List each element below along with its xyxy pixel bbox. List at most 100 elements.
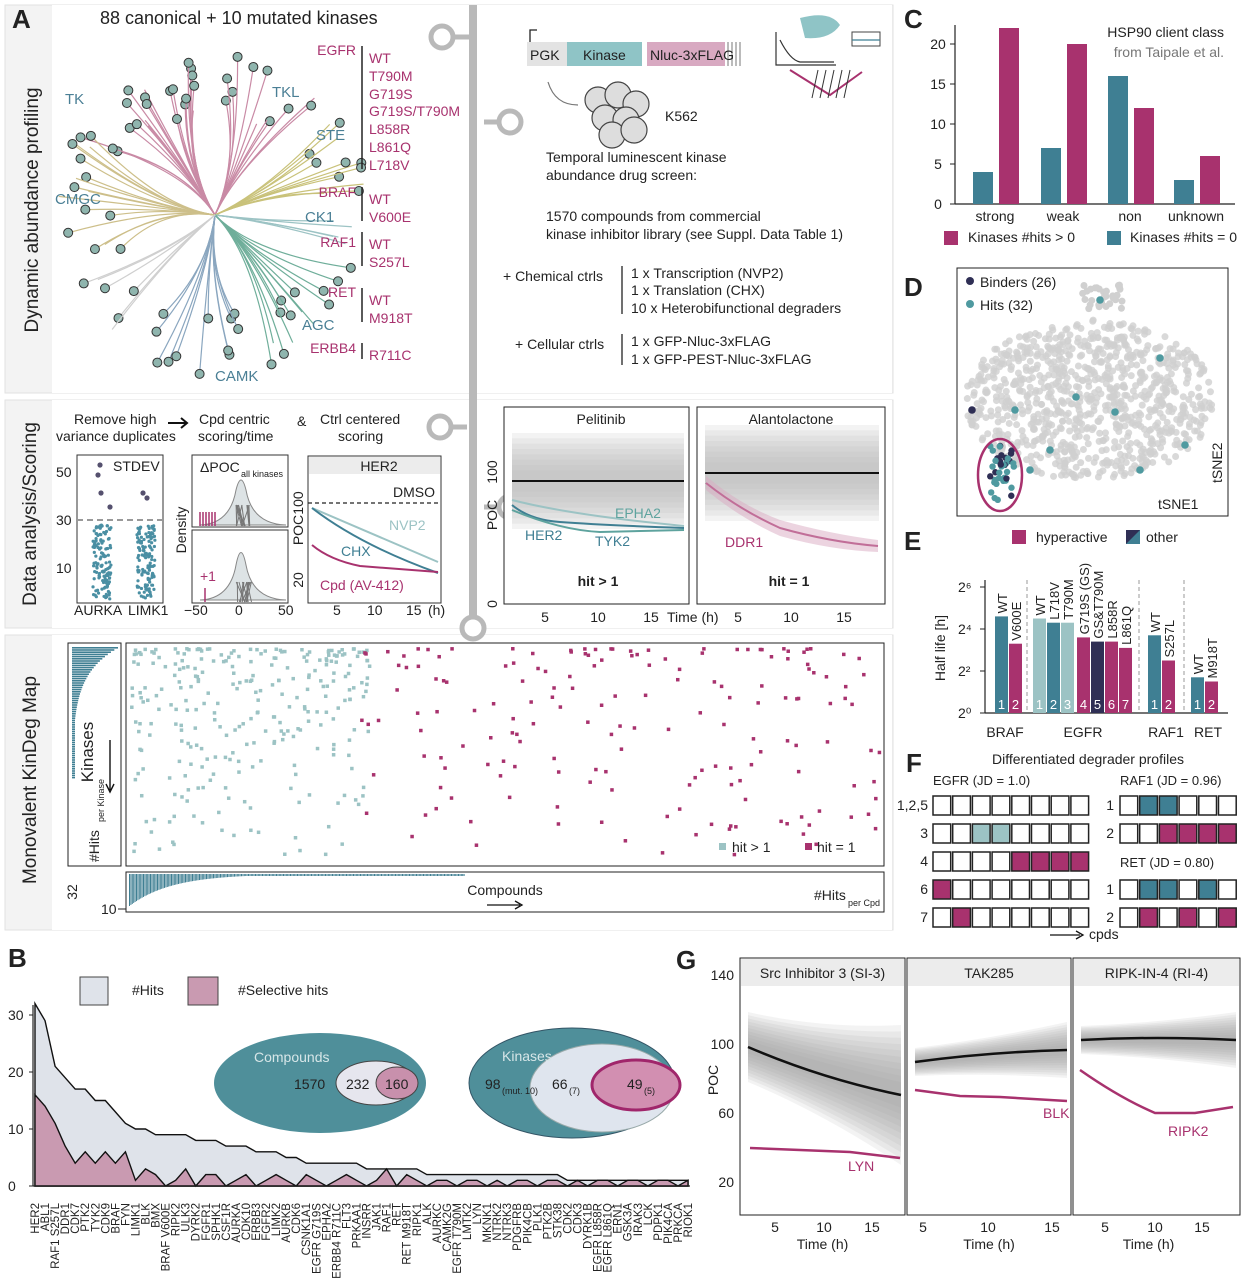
hit-cell-single	[435, 709, 439, 714]
x-tick: 15	[406, 602, 422, 618]
tsne-point	[1065, 417, 1073, 425]
y-tick: 10	[8, 1121, 24, 1137]
tsne-point	[1050, 472, 1058, 480]
hit-cell-multi	[326, 650, 331, 654]
hit-cell-single	[423, 813, 428, 817]
series-line-cpd	[311, 544, 439, 573]
data-dot	[98, 526, 102, 530]
x-tick-label: non	[1118, 208, 1141, 224]
hit-cell-multi	[295, 695, 299, 700]
x-tick-label: BMX	[151, 1203, 163, 1228]
compound-hit-bar	[267, 874, 269, 876]
tsne-point	[1102, 380, 1110, 388]
tsne-point	[1176, 416, 1184, 424]
legend-label: hyperactive	[1036, 529, 1108, 545]
kinase-hit-bar	[72, 708, 77, 711]
tsne-hit-point	[1046, 446, 1054, 454]
compound-hit-bar	[306, 874, 308, 876]
hit-cell-single	[511, 661, 516, 665]
hit-cell-multi	[348, 663, 352, 668]
bar-number: 2	[1012, 697, 1019, 712]
x-tick-label: BRAF V600E	[161, 1203, 173, 1272]
kinase-label: RIPK2	[1168, 1123, 1209, 1139]
x-tick-label: FGFR1	[201, 1203, 213, 1241]
tsne-point	[1139, 357, 1147, 365]
axis-label: #Hits	[814, 887, 846, 903]
tsne-point	[1133, 439, 1141, 447]
hit-cell-multi	[337, 650, 341, 654]
hit-cell-multi	[151, 661, 155, 665]
kinase-box	[567, 42, 642, 66]
hit-cell-single	[828, 701, 833, 706]
tsne-point	[1189, 401, 1197, 409]
hit-cell-single	[472, 708, 477, 713]
row-label: 2	[1106, 909, 1114, 925]
hit-cell-single	[814, 842, 818, 847]
hit-cell-multi	[330, 648, 334, 653]
halflife-bar	[1148, 635, 1161, 713]
promoter-arrow-icon	[529, 29, 537, 42]
tsne-point	[982, 414, 990, 422]
tsne-hit-point	[996, 469, 1003, 476]
tsne-point	[1023, 344, 1031, 352]
tsne-point	[1179, 401, 1187, 409]
compound-hit-bar	[171, 874, 172, 886]
data-dot	[153, 558, 157, 562]
kinase-hit-bar	[72, 715, 76, 717]
legend-label: Hits (32)	[980, 297, 1033, 313]
x-tick-label: RIPK1	[412, 1203, 424, 1236]
hit-cell-multi	[269, 663, 274, 667]
hit-cell-single	[812, 671, 816, 675]
tsne-point	[987, 407, 995, 415]
hit-cell-single	[751, 737, 756, 741]
compound-hit-bar	[201, 874, 203, 880]
axis-label: #Hits	[86, 830, 102, 862]
hit-cell-multi	[139, 696, 143, 700]
hit-cell-multi	[241, 722, 245, 726]
profile-cell	[1030, 823, 1050, 844]
x-tick-label: IRAK3	[633, 1203, 645, 1236]
tsne-point	[1186, 413, 1194, 421]
x-tick-label: PRKCA	[673, 1203, 685, 1243]
compound-hit-bar	[213, 874, 214, 879]
compound-hit-bar	[284, 874, 286, 876]
hit-cell-multi	[174, 707, 178, 712]
data-dot	[135, 584, 139, 588]
kinase-dot	[128, 286, 139, 297]
hit-cell-single	[732, 852, 737, 857]
legend-label: #Hits	[132, 982, 164, 998]
tsne-point	[1048, 381, 1056, 389]
kinase-dot	[324, 299, 335, 310]
mouse-icon	[800, 15, 840, 39]
tsne-point	[1057, 425, 1065, 433]
tsne-point	[1169, 356, 1177, 364]
hit-cell-multi	[157, 707, 161, 712]
kinase-hit-bar	[72, 647, 118, 649]
panel-letter: G	[676, 945, 696, 975]
profile-cell	[1050, 851, 1070, 872]
hit-cell-multi	[152, 817, 157, 822]
panel-title: Differentiated degrader profiles	[992, 751, 1184, 767]
x-tick-label: TYK2	[90, 1203, 102, 1232]
tsne-point	[1136, 351, 1144, 359]
tsne-point	[1096, 429, 1104, 437]
profile-cell	[1217, 795, 1237, 816]
tsne-point	[1071, 424, 1079, 432]
y-tick: 60	[718, 1105, 734, 1121]
compound-hit-bar	[305, 874, 307, 876]
compound-hit-bar	[337, 874, 339, 876]
x-tick-label: LCK	[643, 1203, 655, 1226]
tsne-point	[1004, 431, 1012, 439]
tsne-point	[1113, 383, 1121, 391]
tsne-point	[1121, 452, 1129, 460]
group-label: EGFR	[1064, 724, 1103, 740]
tsne-point	[1075, 383, 1083, 391]
tsne-point	[1005, 419, 1013, 427]
compound-hit-bar	[245, 874, 247, 877]
hit-cell-multi	[365, 676, 370, 680]
compound-hit-bar	[421, 874, 423, 876]
kinase-dot	[223, 345, 234, 356]
hit-cell-single	[583, 647, 587, 651]
heatmap-frame	[125, 642, 885, 867]
hit-cell-single	[570, 686, 575, 691]
